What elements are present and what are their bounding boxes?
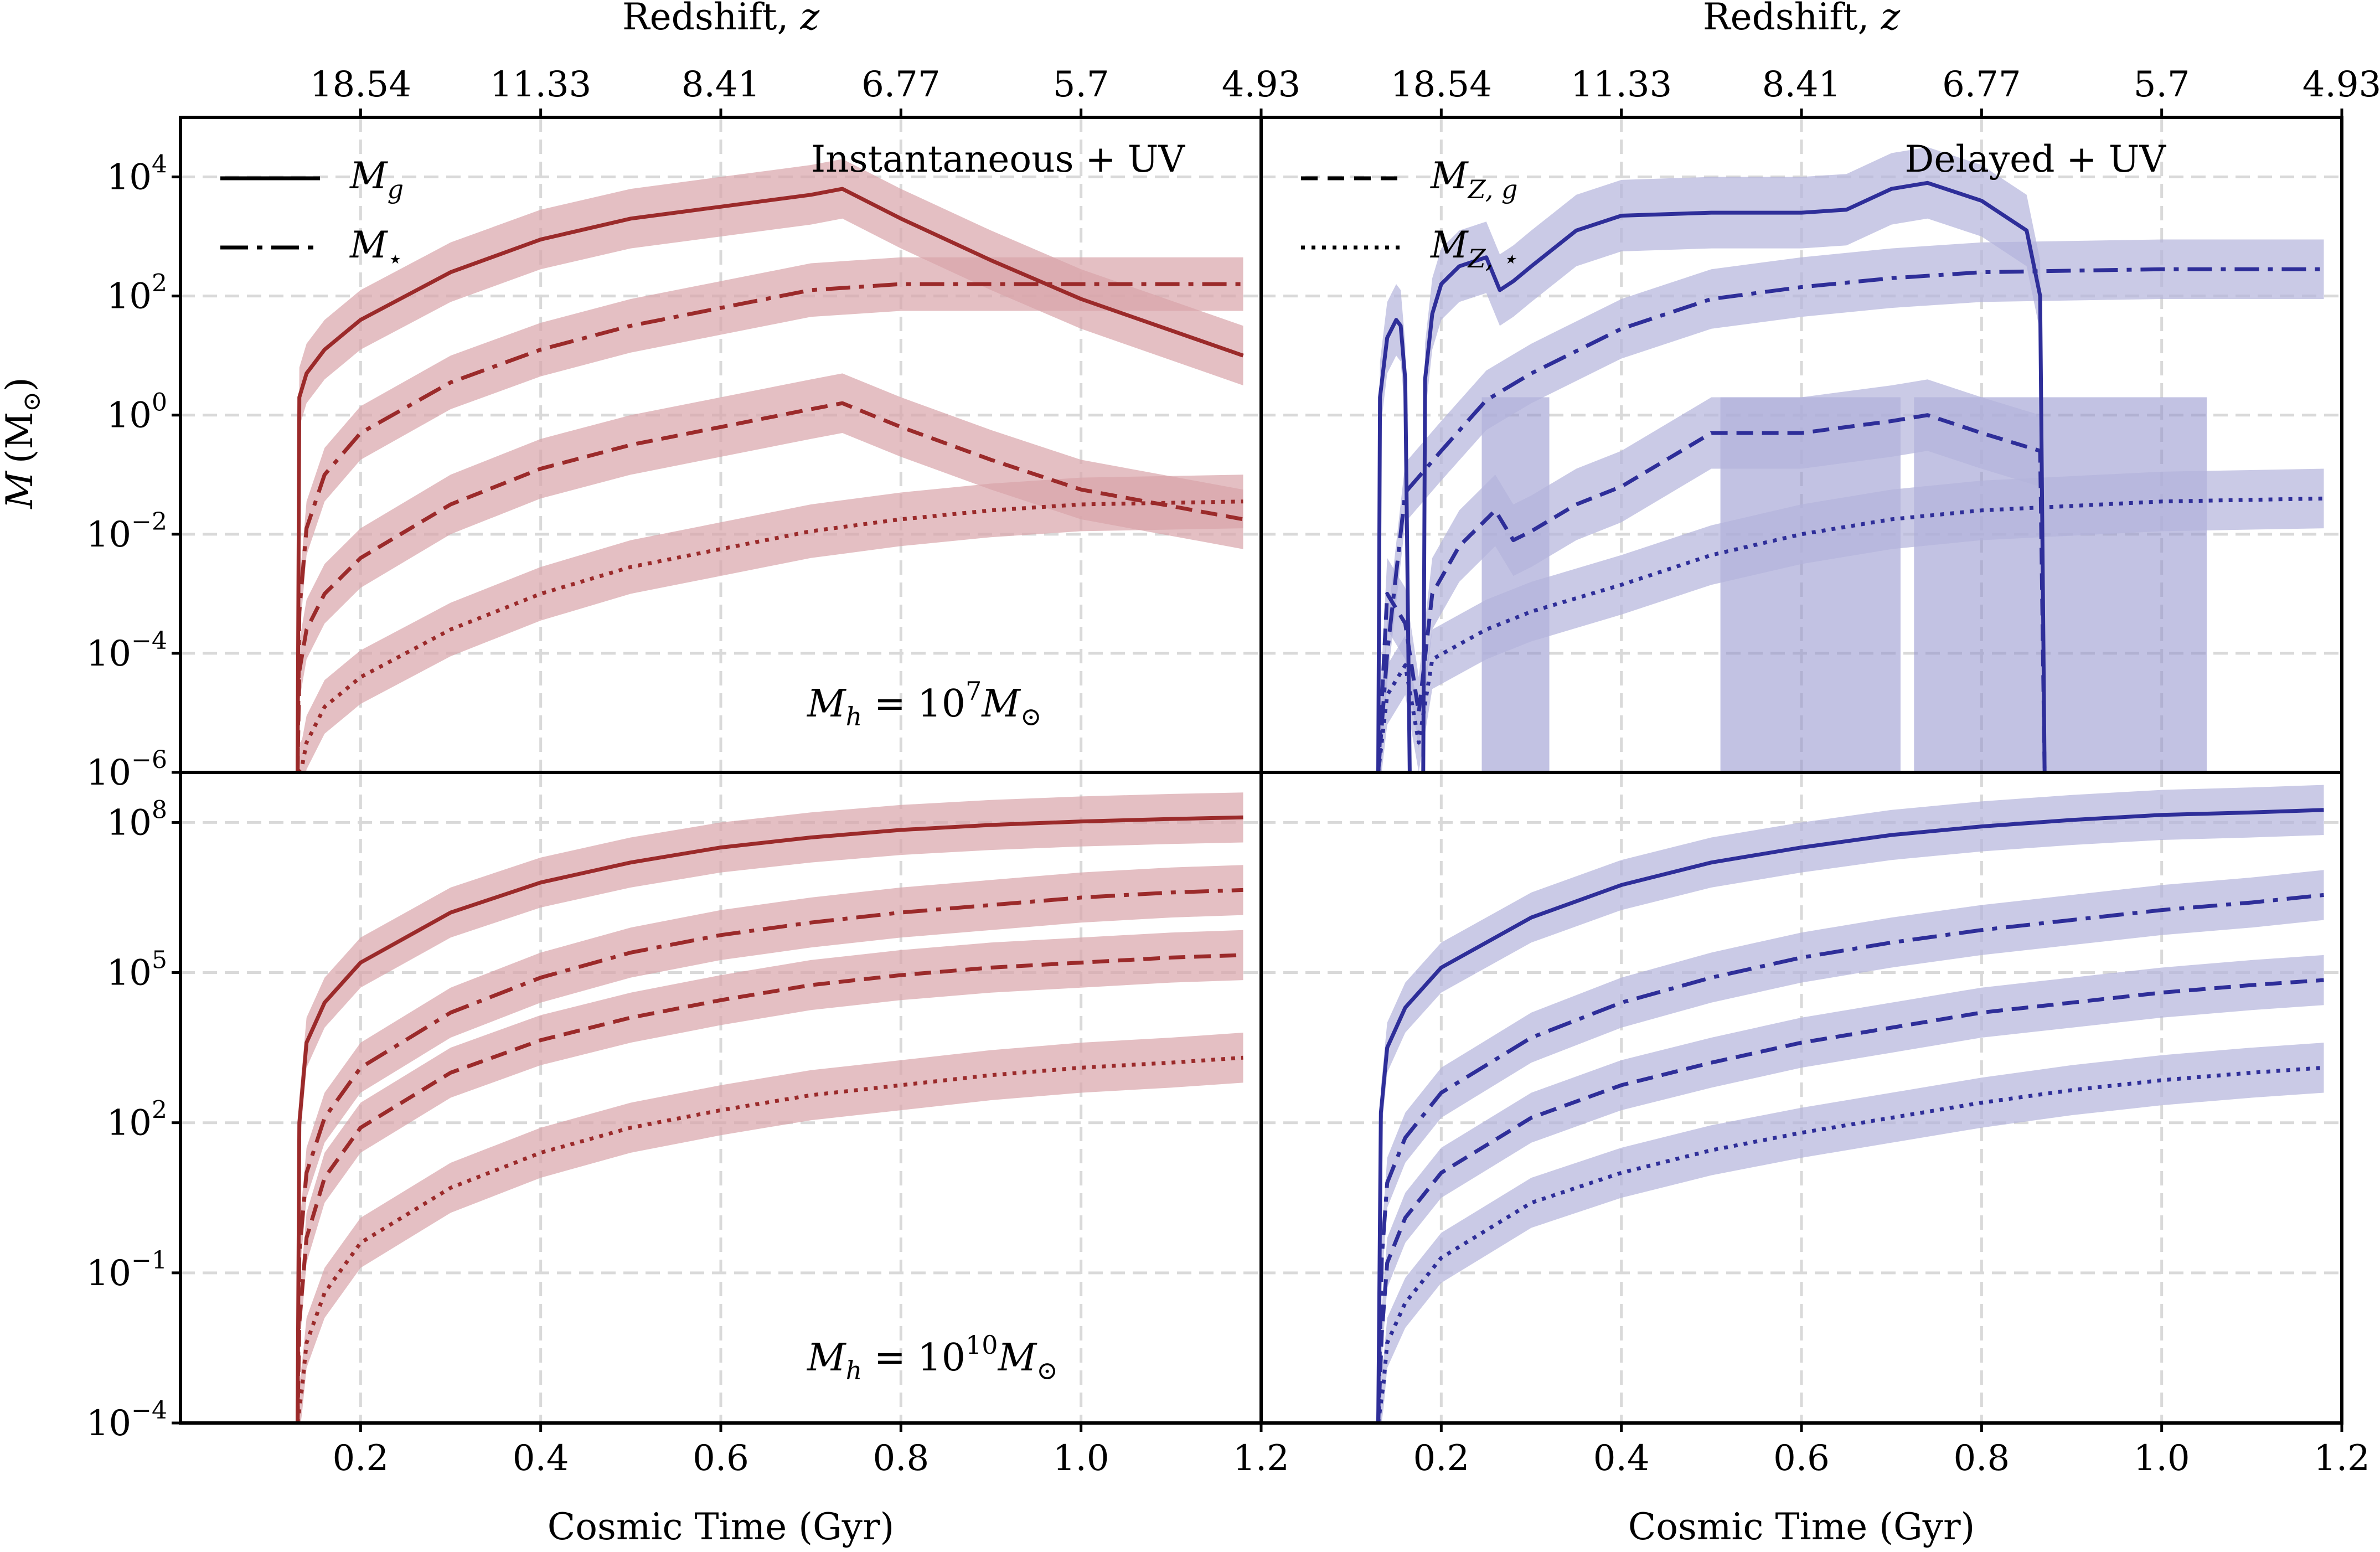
x-axis-label-left: Cosmic Time (Gyr) [548, 1505, 895, 1548]
panel-title-delayed: Delayed + UV [1904, 138, 2166, 181]
series-line-solid [1376, 318, 1412, 772]
redshift-tick-label: 5.7 [2134, 64, 2190, 105]
legend-label-mg: Mg [349, 154, 404, 204]
plot-layer [180, 117, 2342, 1423]
series-line-dashed [296, 953, 1243, 1423]
x-tick-label: 1.2 [2314, 1438, 2370, 1479]
y-tick-label: 10−4 [86, 627, 167, 674]
x-axis-label-right: Cosmic Time (Gyr) [1628, 1505, 1975, 1548]
uncertainty-band [297, 930, 1243, 1423]
x-tick-label: 1.0 [1053, 1438, 1109, 1479]
redshift-tick-label: 8.41 [682, 64, 761, 105]
y-axis-label: M(M⊙) [0, 377, 46, 509]
redshift-tick-label: 4.93 [2302, 64, 2380, 105]
x-tick-label: 0.4 [513, 1438, 569, 1479]
x-tick-label: 0.6 [693, 1438, 749, 1479]
uncertainty-band [297, 475, 1243, 772]
axis-ticks: 18.54 11.33 8.41 6.77 5.7 4.93 104 102 100 10−2 10… [86, 64, 2380, 1479]
redshift-tick-label: 18.54 [310, 64, 411, 105]
panel-bottom-right [1261, 772, 2342, 1423]
redshift-tick-label: 11.33 [1571, 64, 1672, 105]
x-tick-label: 0.2 [332, 1438, 389, 1479]
series-line-solid [296, 187, 1244, 772]
y-tick-label: 10−6 [86, 746, 167, 793]
redshift-tick-label: 11.33 [490, 64, 591, 105]
redshift-tick-label: 5.7 [1053, 64, 1109, 105]
x-tick-label: 0.8 [873, 1438, 929, 1479]
panel-top-right [1261, 117, 2342, 772]
uncertainty-band [1423, 147, 2045, 772]
series-line-dotted [296, 499, 1243, 772]
panel-title-instantaneous: Instantaneous + UV [811, 138, 1185, 181]
legend-right: MZ, g MZ, ⋆ [1301, 154, 1517, 274]
x-tick-label: 1.2 [1233, 1438, 1289, 1479]
halo-mass-annotation-top: Mh = 107M⊙ [806, 676, 1041, 731]
series-line-solid [1376, 808, 2324, 1423]
y-tick-label: 105 [107, 946, 167, 994]
series-line-dashed [1376, 413, 2047, 772]
uncertainty-band [297, 865, 1243, 1423]
series-line-dashdot [1376, 893, 2324, 1423]
uncertainty-band [1378, 870, 2324, 1423]
x-tick-label: 0.8 [1953, 1438, 2010, 1479]
uncertainty-band [1378, 239, 2324, 772]
series-line-solid [296, 815, 1243, 1423]
redshift-tick-label: 8.41 [1762, 64, 1841, 105]
y-tick-label: 10−1 [86, 1246, 167, 1294]
uncertainty-band [297, 257, 1243, 772]
redshift-tick-label: 18.54 [1391, 64, 1492, 105]
y-tick-label: 10−4 [86, 1396, 167, 1444]
legend-left: Mg M⋆ [220, 154, 404, 274]
y-tick-label: 108 [107, 796, 167, 843]
series-line-dashed [296, 401, 1244, 772]
redshift-tick-label: 6.77 [1942, 64, 2021, 105]
panel-bottom-left [180, 772, 1261, 1423]
y-tick-label: 104 [107, 151, 167, 198]
y-tick-label: 102 [107, 270, 167, 317]
uncertainty-band [1378, 1043, 2324, 1423]
redshift-tick-label: 4.93 [1222, 64, 1301, 105]
y-tick-label: 100 [107, 389, 167, 436]
legend-label-mstar: M⋆ [349, 224, 403, 274]
top-axis-label-left: Redshift, z [622, 0, 820, 38]
uncertainty-band [297, 1033, 1243, 1423]
x-tick-label: 0.4 [1593, 1438, 1650, 1479]
uncertainty-band [1378, 379, 2045, 772]
top-axis-label-right: Redshift, z [1703, 0, 1901, 38]
series-line-dashdot [296, 282, 1243, 772]
uncertainty-band [1378, 955, 2324, 1423]
series-line-dashdot [296, 888, 1243, 1423]
redshift-tick-label: 6.77 [861, 64, 941, 105]
series-line-dotted [296, 1055, 1243, 1423]
series-line-solid [1421, 181, 2047, 772]
legend-label-mzg: MZ, g [1430, 154, 1517, 204]
x-tick-label: 0.6 [1773, 1438, 1830, 1479]
series-line-dashed [1376, 978, 2324, 1423]
uncertainty-band [297, 373, 1243, 772]
y-tick-label: 102 [107, 1096, 167, 1144]
halo-mass-annotation-bottom: Mh = 1010M⊙ [806, 1330, 1058, 1385]
y-tick-label: 10−2 [86, 508, 167, 555]
legend-label-mzstar: MZ, ⋆ [1430, 224, 1517, 274]
x-tick-label: 0.2 [1413, 1438, 1469, 1479]
panel-top-left [180, 117, 1261, 772]
x-tick-label: 1.0 [2134, 1438, 2190, 1479]
